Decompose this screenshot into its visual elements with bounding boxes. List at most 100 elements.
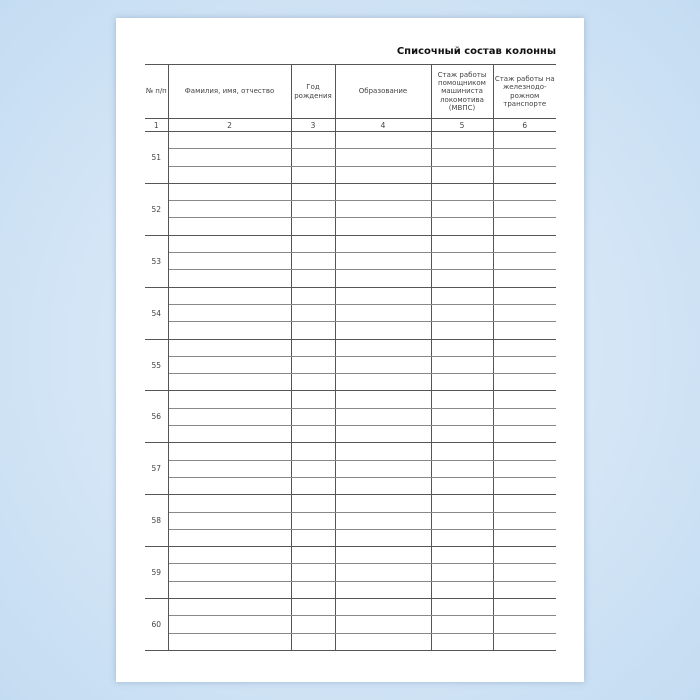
table-cell[interactable] xyxy=(492,425,556,444)
table-cell[interactable] xyxy=(168,529,292,548)
table-cell[interactable] xyxy=(492,615,556,634)
table-cell[interactable] xyxy=(492,390,556,409)
table-cell[interactable] xyxy=(430,408,494,427)
table-cell[interactable] xyxy=(167,598,292,617)
table-cell[interactable] xyxy=(290,615,336,634)
table-cell[interactable] xyxy=(167,235,292,254)
table-cell[interactable] xyxy=(492,200,556,219)
table-cell[interactable] xyxy=(168,200,292,219)
table-cell[interactable] xyxy=(492,598,556,617)
table-cell[interactable] xyxy=(492,269,556,288)
table-cell[interactable] xyxy=(290,546,336,565)
table-cell[interactable] xyxy=(430,512,494,530)
table-cell[interactable] xyxy=(290,166,336,184)
table-cell[interactable] xyxy=(168,581,292,600)
table-cell[interactable] xyxy=(290,235,336,254)
table-cell[interactable] xyxy=(168,269,292,288)
table-cell[interactable] xyxy=(492,217,556,236)
table-cell[interactable] xyxy=(334,269,432,288)
table-cell[interactable] xyxy=(430,581,494,600)
table-cell[interactable] xyxy=(430,477,494,496)
table-cell[interactable] xyxy=(334,598,432,617)
table-cell[interactable] xyxy=(168,356,292,375)
table-cell[interactable] xyxy=(430,598,494,617)
table-cell[interactable] xyxy=(430,442,494,461)
table-cell[interactable] xyxy=(430,200,494,219)
table-cell[interactable] xyxy=(290,148,336,167)
table-cell[interactable] xyxy=(290,269,336,288)
table-cell[interactable] xyxy=(334,633,432,651)
table-cell[interactable] xyxy=(430,356,494,375)
table-cell[interactable] xyxy=(168,460,292,478)
table-cell[interactable] xyxy=(430,546,494,565)
table-cell[interactable] xyxy=(334,356,432,375)
table-cell[interactable] xyxy=(334,252,432,271)
table-cell[interactable] xyxy=(334,442,432,461)
table-cell[interactable] xyxy=(290,373,336,392)
table-cell[interactable] xyxy=(430,166,494,184)
table-cell[interactable] xyxy=(167,339,292,357)
table-cell[interactable] xyxy=(492,442,556,461)
table-cell[interactable] xyxy=(492,581,556,600)
table-cell[interactable] xyxy=(430,494,494,513)
table-cell[interactable] xyxy=(334,287,432,305)
table-cell[interactable] xyxy=(492,494,556,513)
table-cell[interactable] xyxy=(167,546,292,565)
table-cell[interactable] xyxy=(492,373,556,392)
table-cell[interactable] xyxy=(492,183,556,202)
table-cell[interactable] xyxy=(167,287,292,305)
table-cell[interactable] xyxy=(334,304,432,323)
table-cell[interactable] xyxy=(334,339,432,357)
table-cell[interactable] xyxy=(168,166,292,184)
table-cell[interactable] xyxy=(492,148,556,167)
table-cell[interactable] xyxy=(290,200,336,219)
table-cell[interactable] xyxy=(334,200,432,219)
table-cell[interactable] xyxy=(290,477,336,496)
table-cell[interactable] xyxy=(492,166,556,184)
table-cell[interactable] xyxy=(492,408,556,427)
table-cell[interactable] xyxy=(168,373,292,392)
table-cell[interactable] xyxy=(492,321,556,340)
table-cell[interactable] xyxy=(430,235,494,254)
table-cell[interactable] xyxy=(168,321,292,340)
table-cell[interactable] xyxy=(168,425,292,444)
table-cell[interactable] xyxy=(290,581,336,600)
table-cell[interactable] xyxy=(334,494,432,513)
table-cell[interactable] xyxy=(167,183,292,202)
table-cell[interactable] xyxy=(168,148,292,167)
table-cell[interactable] xyxy=(430,131,494,150)
table-cell[interactable] xyxy=(167,494,292,513)
table-cell[interactable] xyxy=(492,529,556,548)
table-cell[interactable] xyxy=(334,546,432,565)
table-cell[interactable] xyxy=(334,131,432,150)
table-cell[interactable] xyxy=(430,217,494,236)
table-cell[interactable] xyxy=(334,390,432,409)
table-cell[interactable] xyxy=(290,390,336,409)
table-cell[interactable] xyxy=(334,183,432,202)
table-cell[interactable] xyxy=(492,131,556,150)
table-cell[interactable] xyxy=(430,615,494,634)
table-cell[interactable] xyxy=(492,356,556,375)
table-cell[interactable] xyxy=(290,529,336,548)
table-cell[interactable] xyxy=(334,563,432,582)
table-cell[interactable] xyxy=(430,183,494,202)
table-cell[interactable] xyxy=(492,304,556,323)
table-cell[interactable] xyxy=(290,598,336,617)
table-cell[interactable] xyxy=(168,252,292,271)
table-cell[interactable] xyxy=(290,442,336,461)
table-cell[interactable] xyxy=(168,512,292,530)
table-cell[interactable] xyxy=(290,494,336,513)
table-cell[interactable] xyxy=(334,166,432,184)
table-cell[interactable] xyxy=(334,408,432,427)
table-cell[interactable] xyxy=(334,581,432,600)
table-cell[interactable] xyxy=(430,373,494,392)
table-cell[interactable] xyxy=(430,529,494,548)
table-cell[interactable] xyxy=(492,339,556,357)
table-cell[interactable] xyxy=(430,390,494,409)
table-cell[interactable] xyxy=(430,269,494,288)
table-cell[interactable] xyxy=(492,235,556,254)
table-cell[interactable] xyxy=(290,425,336,444)
table-cell[interactable] xyxy=(430,287,494,305)
table-cell[interactable] xyxy=(290,408,336,427)
table-cell[interactable] xyxy=(334,321,432,340)
